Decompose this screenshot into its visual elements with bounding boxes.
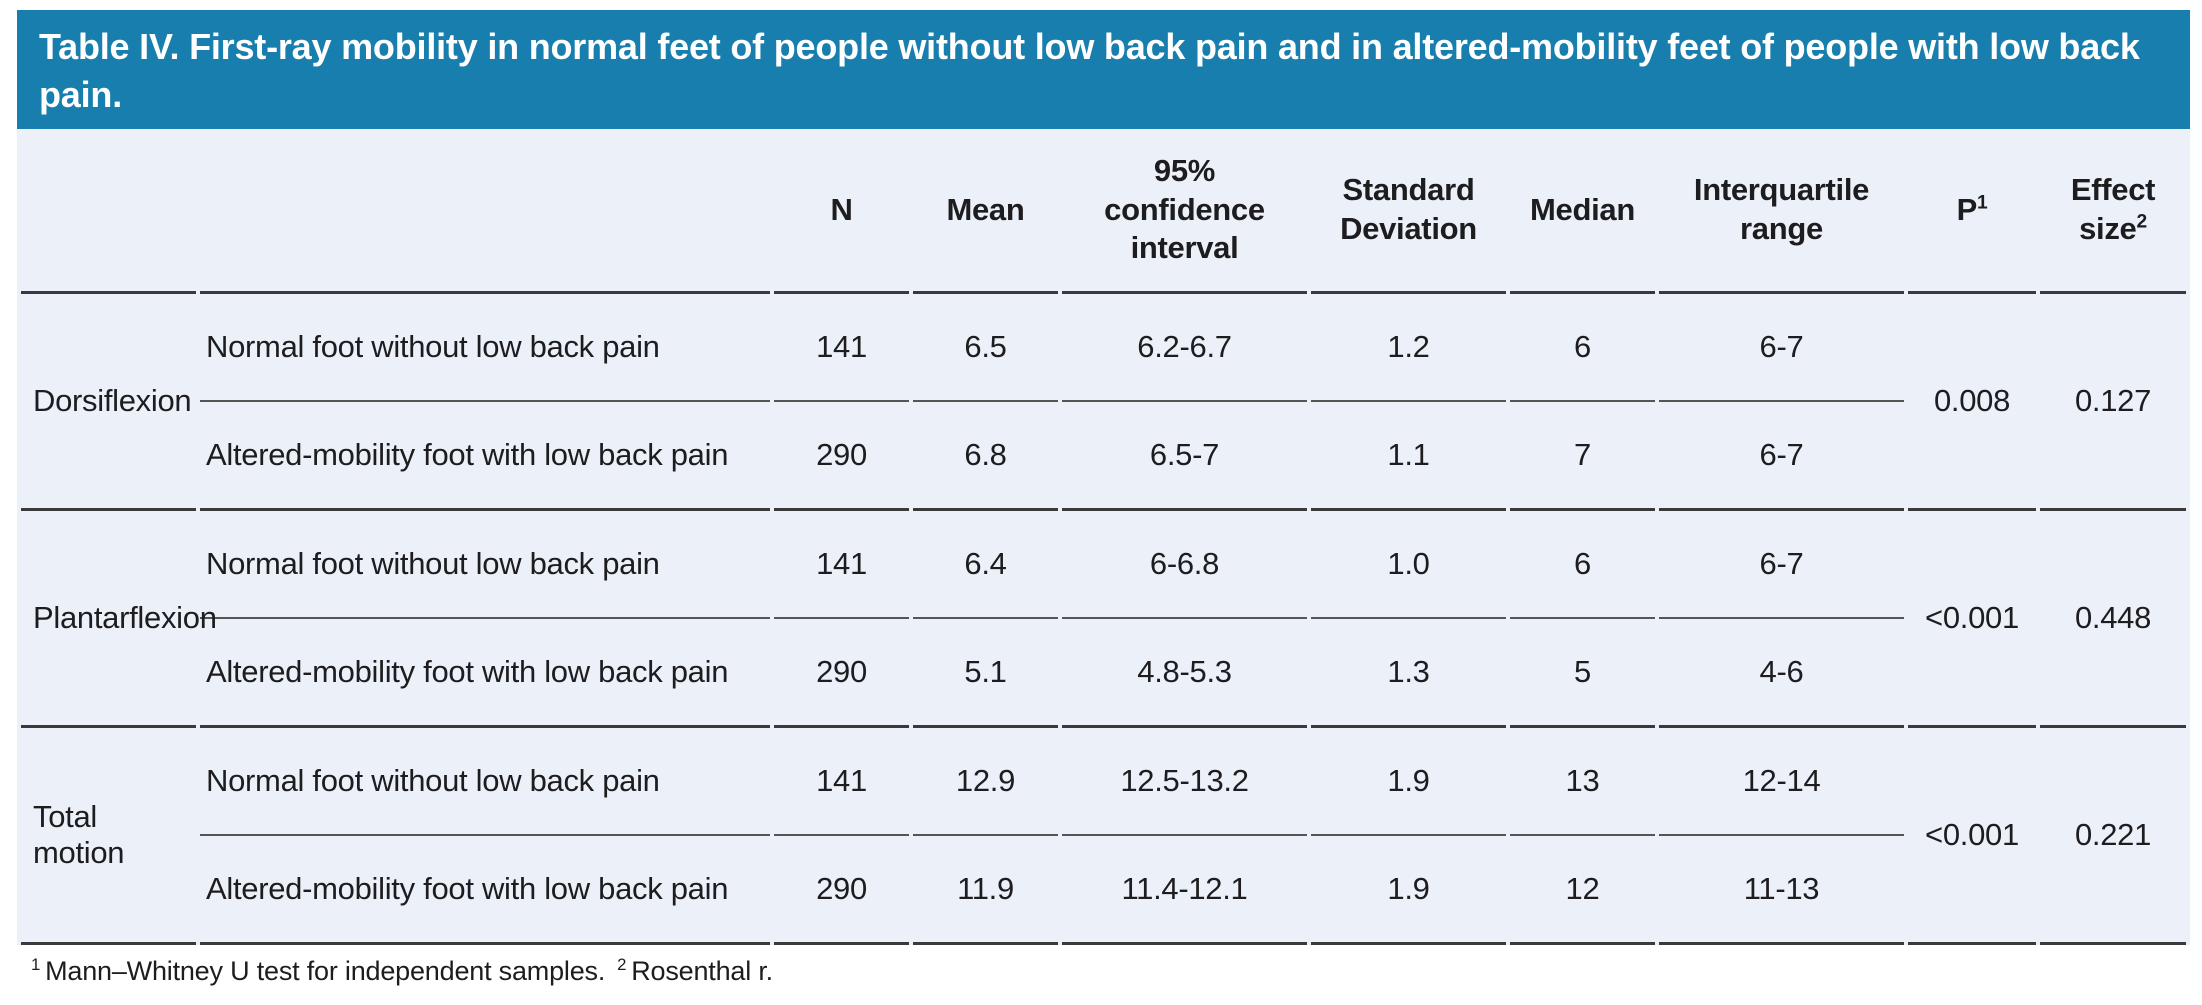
footnote-text-2: Rosenthal r. [631, 956, 773, 986]
cell-ci: 6.2-6.7 [1062, 294, 1307, 403]
table-title: Table IV. First-ray mobility in normal f… [17, 10, 2190, 130]
col-header-ci: 95% confidence interval [1062, 129, 1307, 295]
cell-ci: 11.4-12.1 [1062, 836, 1307, 946]
cell-iqr: 6-7 [1659, 294, 1904, 403]
cell-iqr: 6-7 [1659, 402, 1904, 512]
cell-mean: 6.5 [913, 294, 1058, 403]
cell-sd: 1.1 [1311, 402, 1506, 512]
cell-mean: 11.9 [913, 836, 1058, 946]
group-label-total-motion: Total motion [21, 728, 196, 946]
cell-effect-size: 0.448 [2040, 511, 2186, 729]
col-header-group [21, 129, 196, 295]
group-label-plantarflexion: Plantarflexion [21, 511, 217, 729]
cell-median: 6 [1510, 511, 1655, 620]
cell-sd: 1.9 [1311, 728, 1506, 837]
subgroup-label: Normal foot without low back pain [200, 294, 770, 403]
cell-median: 5 [1510, 619, 1655, 729]
cell-ci: 6.5-7 [1062, 402, 1307, 512]
cell-p-value: 0.008 [1908, 294, 2036, 512]
table-row: Altered-mobility foot with low back pain… [21, 836, 2186, 946]
cell-sd: 1.2 [1311, 294, 1506, 403]
footnote-text-1: Mann–Whitney U test for independent samp… [45, 956, 606, 986]
cell-n: 290 [774, 402, 909, 512]
subgroup-label: Normal foot without low back pain [200, 511, 770, 620]
footnote-superscript-2: 2 [617, 955, 627, 974]
cell-iqr: 12-14 [1659, 728, 1904, 837]
table-row: Altered-mobility foot with low back pain… [21, 402, 2186, 512]
table-row: Total motion Normal foot without low bac… [21, 728, 2186, 946]
cell-n: 141 [774, 511, 909, 620]
table-row: Plantarflexion Normal foot without low b… [21, 511, 2186, 729]
cell-ci: 12.5-13.2 [1062, 728, 1307, 837]
group-label-dorsiflexion: Dorsiflexion [21, 294, 196, 512]
col-header-p: P1 [1908, 129, 2036, 295]
cell-median: 12 [1510, 836, 1655, 946]
cell-iqr: 6-7 [1659, 511, 1904, 620]
subgroup-label: Normal foot without low back pain [200, 728, 770, 837]
cell-n: 290 [774, 619, 909, 729]
col-header-sd: Standard Deviation [1311, 129, 1506, 295]
cell-median: 7 [1510, 402, 1655, 512]
cell-iqr: 11-13 [1659, 836, 1904, 946]
cell-ci: 4.8-5.3 [1062, 619, 1307, 729]
cell-sd: 1.0 [1311, 511, 1506, 620]
table-card: Table IV. First-ray mobility in normal f… [17, 10, 2190, 946]
footnote-superscript-1: 1 [31, 955, 41, 974]
cell-median: 6 [1510, 294, 1655, 403]
cell-ci: 6-6.8 [1062, 511, 1307, 620]
cell-median: 13 [1510, 728, 1655, 837]
cell-iqr: 4-6 [1659, 619, 1904, 729]
table-footnote: 1 Mann–Whitney U test for independent sam… [31, 956, 785, 987]
cell-mean: 6.4 [913, 511, 1058, 620]
first-ray-mobility-table: N Mean 95% confidence interval Standard … [17, 129, 2190, 946]
cell-sd: 1.9 [1311, 836, 1506, 946]
cell-n: 141 [774, 728, 909, 837]
cell-effect-size: 0.221 [2040, 728, 2186, 946]
p-superscript: 1 [1977, 192, 1988, 214]
col-header-effect-size: Effect size2 [2040, 129, 2186, 295]
cell-p-value: <0.001 [1908, 511, 2036, 729]
effect-size-superscript: 2 [2136, 211, 2148, 233]
subgroup-label: Altered-mobility foot with low back pain [200, 402, 770, 512]
table-header-row: N Mean 95% confidence interval Standard … [21, 129, 2186, 295]
cell-mean: 6.8 [913, 402, 1058, 512]
table-row: Dorsiflexion Normal foot without low bac… [21, 294, 2186, 512]
effect-size-label: Effect size [2070, 172, 2156, 247]
subgroup-label: Altered-mobility foot with low back pain [200, 619, 770, 729]
cell-effect-size: 0.127 [2040, 294, 2186, 512]
col-header-median: Median [1510, 129, 1655, 295]
col-header-mean: Mean [913, 129, 1058, 295]
cell-n: 141 [774, 294, 909, 403]
col-header-subgroup [200, 129, 770, 295]
cell-mean: 12.9 [913, 728, 1058, 837]
p-label: P [1956, 191, 1978, 227]
cell-n: 290 [774, 836, 909, 946]
subgroup-label: Altered-mobility foot with low back pain [200, 836, 770, 946]
col-header-iqr: Interquartile range [1659, 129, 1904, 295]
cell-p-value: <0.001 [1908, 728, 2036, 946]
table-row: Altered-mobility foot with low back pain… [21, 619, 2186, 729]
cell-mean: 5.1 [913, 619, 1058, 729]
cell-sd: 1.3 [1311, 619, 1506, 729]
col-header-n: N [774, 129, 909, 295]
